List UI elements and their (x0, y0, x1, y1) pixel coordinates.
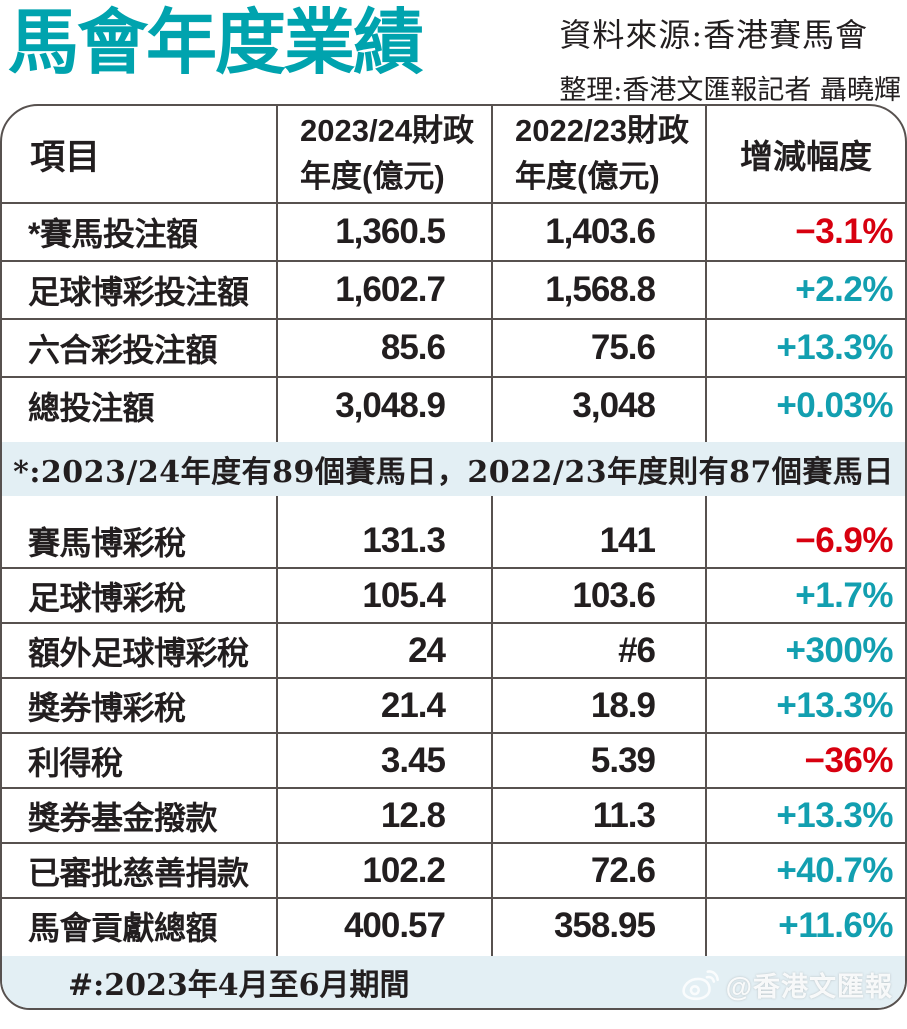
row-change: +11.6% (778, 905, 893, 945)
row-label: 賽馬博彩稅 (2, 514, 278, 567)
masthead: 馬會年度業績 資料來源:香港賽馬會 整理:香港文匯報記者 聶曉輝 (0, 0, 907, 106)
row-value-fy2324: 85.6 (278, 320, 493, 376)
row-value-fy2324: 105.4 (278, 569, 493, 622)
row-label: 總投注額 (2, 378, 278, 434)
row-value-fy2324: 400.57 (278, 899, 493, 952)
credit-editor: 整理:香港文匯報記者 聶曉輝 (559, 75, 901, 106)
row-value-fy2324: 1,602.7 (278, 262, 493, 318)
column-header-fy2324-line2: 年度(億元) (300, 159, 445, 194)
table-section-2: 賽馬博彩稅 131.3 141 −6.9% 足球博彩稅 105.4 103.6 … (2, 514, 905, 952)
row-value-fy2324: 24 (278, 624, 493, 677)
watermark: @香港文匯報 (681, 965, 893, 1004)
row-value-fy2324: 131.3 (278, 514, 493, 567)
column-header-fy2223-line1: 2022/23財政 (515, 112, 690, 148)
table-row: 總投注額 3,048.9 3,048 +0.03% (2, 378, 905, 434)
row-value-fy2324: 102.2 (278, 844, 493, 897)
table-header-row: 項目 2023/24財政 年度(億元) 2022/23財政 年度(億元) 增減幅… (2, 106, 905, 204)
row-label: 六合彩投注額 (2, 320, 278, 376)
watermark-label: @香港文匯報 (725, 972, 893, 1002)
table-row: 六合彩投注額 85.6 75.6 +13.3% (2, 320, 905, 378)
table-row: 馬會貢獻總額 400.57 358.95 +11.6% (2, 899, 905, 952)
row-value-fy2223: 103.6 (493, 569, 707, 622)
column-header-fy2324: 2023/24財政 年度(億元) (278, 106, 493, 202)
row-value-fy2324: 3.45 (278, 734, 493, 787)
table-row: 獎券博彩稅 21.4 18.9 +13.3% (2, 679, 905, 734)
row-value-fy2324: 21.4 (278, 679, 493, 732)
spacer-row (2, 434, 905, 442)
row-change: −36% (804, 740, 894, 780)
row-value-fy2223: 5.39 (493, 734, 707, 787)
table-row: 足球博彩投注額 1,602.7 1,568.8 +2.2% (2, 262, 905, 320)
row-value-fy2223: 141 (493, 514, 707, 567)
weibo-icon (681, 969, 719, 1000)
row-label: 獎券博彩稅 (2, 679, 278, 732)
row-value-fy2223: 1,403.6 (493, 204, 707, 260)
results-table: 項目 2023/24財政 年度(億元) 2022/23財政 年度(億元) 增減幅… (0, 104, 907, 1010)
row-change: +300% (785, 630, 894, 670)
row-label: 足球博彩稅 (2, 569, 278, 622)
row-value-fy2324: 3,048.9 (278, 378, 493, 434)
column-header-fy2223-line2: 年度(億元) (515, 159, 660, 194)
table-row: 已審批慈善捐款 102.2 72.6 +40.7% (2, 844, 905, 899)
table-row: *賽馬投注額 1,360.5 1,403.6 −3.1% (2, 204, 905, 262)
table-row: 賽馬博彩稅 131.3 141 −6.9% (2, 514, 905, 569)
row-label: 已審批慈善捐款 (2, 844, 278, 897)
row-change: +13.3% (776, 328, 893, 367)
row-change: +1.7% (795, 575, 893, 615)
row-change: −6.9% (795, 520, 893, 560)
table-row: 獎券基金撥款 12.8 11.3 +13.3% (2, 789, 905, 844)
row-label: 獎券基金撥款 (2, 789, 278, 842)
column-header-fy2324-line1: 2023/24財政 (300, 112, 475, 148)
row-value-fy2223: 1,568.8 (493, 262, 707, 318)
column-header-item: 項目 (2, 106, 278, 202)
row-value-fy2223: 11.3 (493, 789, 707, 842)
row-value-fy2324: 1,360.5 (278, 204, 493, 260)
table-row: 利得稅 3.45 5.39 −36% (2, 734, 905, 789)
row-value-fy2223: 72.6 (493, 844, 707, 897)
row-change: +13.3% (776, 685, 893, 725)
row-label: 利得稅 (2, 734, 278, 787)
row-label: 額外足球博彩稅 (2, 624, 278, 677)
race-days-note: *:2023/24年度有89個賽馬日，2022/23年度則有87個賽馬日 (2, 442, 905, 496)
row-value-fy2223: 3,048 (493, 378, 707, 434)
spacer-row (2, 952, 905, 956)
column-header-change: 增減幅度 (740, 138, 872, 175)
row-value-fy2223: 75.6 (493, 320, 707, 376)
row-value-fy2223: 18.9 (493, 679, 707, 732)
table-row: 足球博彩稅 105.4 103.6 +1.7% (2, 569, 905, 624)
spacer-row (2, 496, 905, 514)
row-label: 足球博彩投注額 (2, 262, 278, 318)
table-row: 額外足球博彩稅 24 #6 +300% (2, 624, 905, 679)
period-note-band: #:2023年4月至6月期間 @香港文匯報 (2, 956, 905, 1008)
row-value-fy2223: 358.95 (493, 899, 707, 952)
row-change: +13.3% (776, 795, 893, 835)
row-value-fy2223: #6 (493, 624, 707, 677)
credits: 資料來源:香港賽馬會 整理:香港文匯報記者 聶曉輝 (559, 6, 903, 107)
row-label: *賽馬投注額 (2, 204, 278, 260)
row-change: +2.2% (795, 270, 893, 309)
credit-source: 資料來源:香港賽馬會 (559, 16, 869, 54)
row-change: +40.7% (776, 850, 893, 890)
row-value-fy2324: 12.8 (278, 789, 493, 842)
table-section-1: *賽馬投注額 1,360.5 1,403.6 −3.1% 足球博彩投注額 1,6… (2, 204, 905, 434)
row-change: −3.1% (795, 212, 893, 251)
column-header-fy2223: 2022/23財政 年度(億元) (493, 106, 707, 202)
row-change: +0.03% (776, 386, 893, 425)
row-label: 馬會貢獻總額 (2, 899, 278, 952)
period-note: #:2023年4月至6月期間 (68, 968, 410, 1003)
page-title: 馬會年度業績 (8, 4, 424, 83)
